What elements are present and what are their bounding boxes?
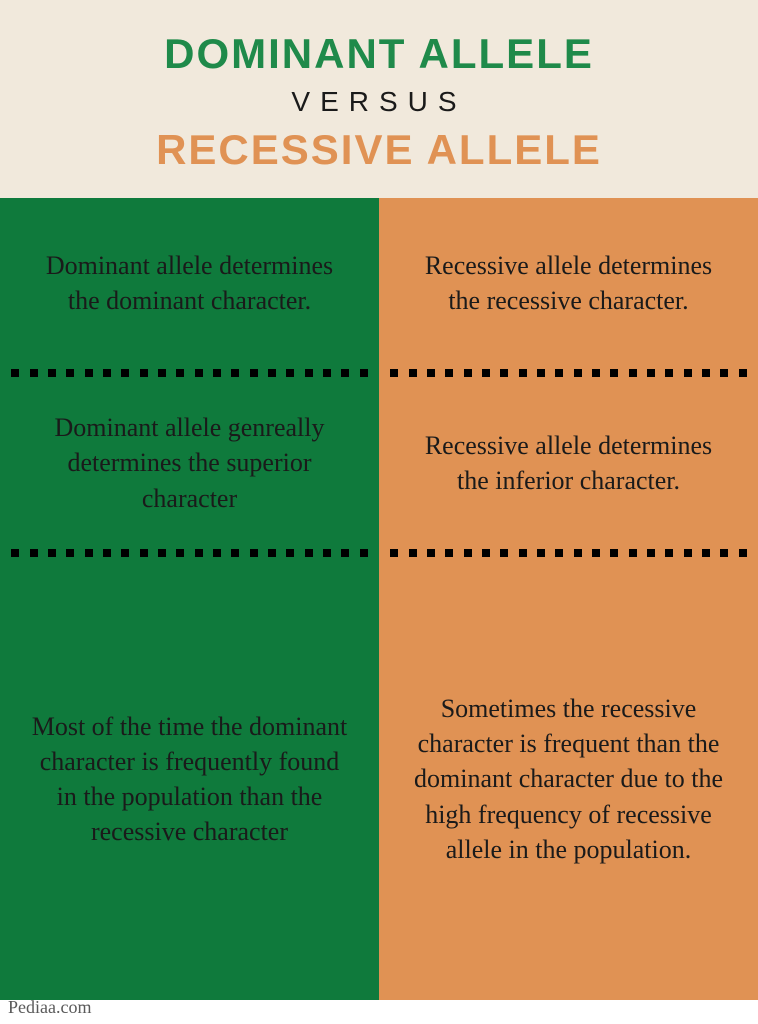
title-versus: VERSUS bbox=[20, 86, 738, 118]
divider bbox=[379, 548, 758, 558]
comparison-cell: Most of the time the dominant character … bbox=[0, 558, 379, 1000]
cell-text: Sometimes the recessive character is fre… bbox=[407, 691, 730, 866]
comparison-cell: Dominant allele genreally determines the… bbox=[0, 378, 379, 548]
cell-text: Recessive allele determines the inferior… bbox=[407, 428, 730, 498]
header: DOMINANT ALLELE VERSUS RECESSIVE ALLELE bbox=[0, 0, 758, 198]
cell-text: Recessive allele determines the recessiv… bbox=[407, 248, 730, 318]
source-attribution: Pediaa.com bbox=[8, 997, 91, 1018]
divider bbox=[379, 368, 758, 378]
title-recessive: RECESSIVE ALLELE bbox=[20, 126, 738, 174]
cell-text: Most of the time the dominant character … bbox=[28, 709, 351, 849]
comparison-columns: Dominant allele determines the dominant … bbox=[0, 198, 758, 1000]
left-column: Dominant allele determines the dominant … bbox=[0, 198, 379, 1000]
cell-text: Dominant allele determines the dominant … bbox=[28, 248, 351, 318]
comparison-cell: Recessive allele determines the inferior… bbox=[379, 378, 758, 548]
cell-text: Dominant allele genreally determines the… bbox=[28, 410, 351, 515]
title-dominant: DOMINANT ALLELE bbox=[20, 30, 738, 78]
comparison-cell: Sometimes the recessive character is fre… bbox=[379, 558, 758, 1000]
comparison-cell: Recessive allele determines the recessiv… bbox=[379, 198, 758, 368]
divider bbox=[0, 368, 379, 378]
divider bbox=[0, 548, 379, 558]
right-column: Recessive allele determines the recessiv… bbox=[379, 198, 758, 1000]
comparison-cell: Dominant allele determines the dominant … bbox=[0, 198, 379, 368]
